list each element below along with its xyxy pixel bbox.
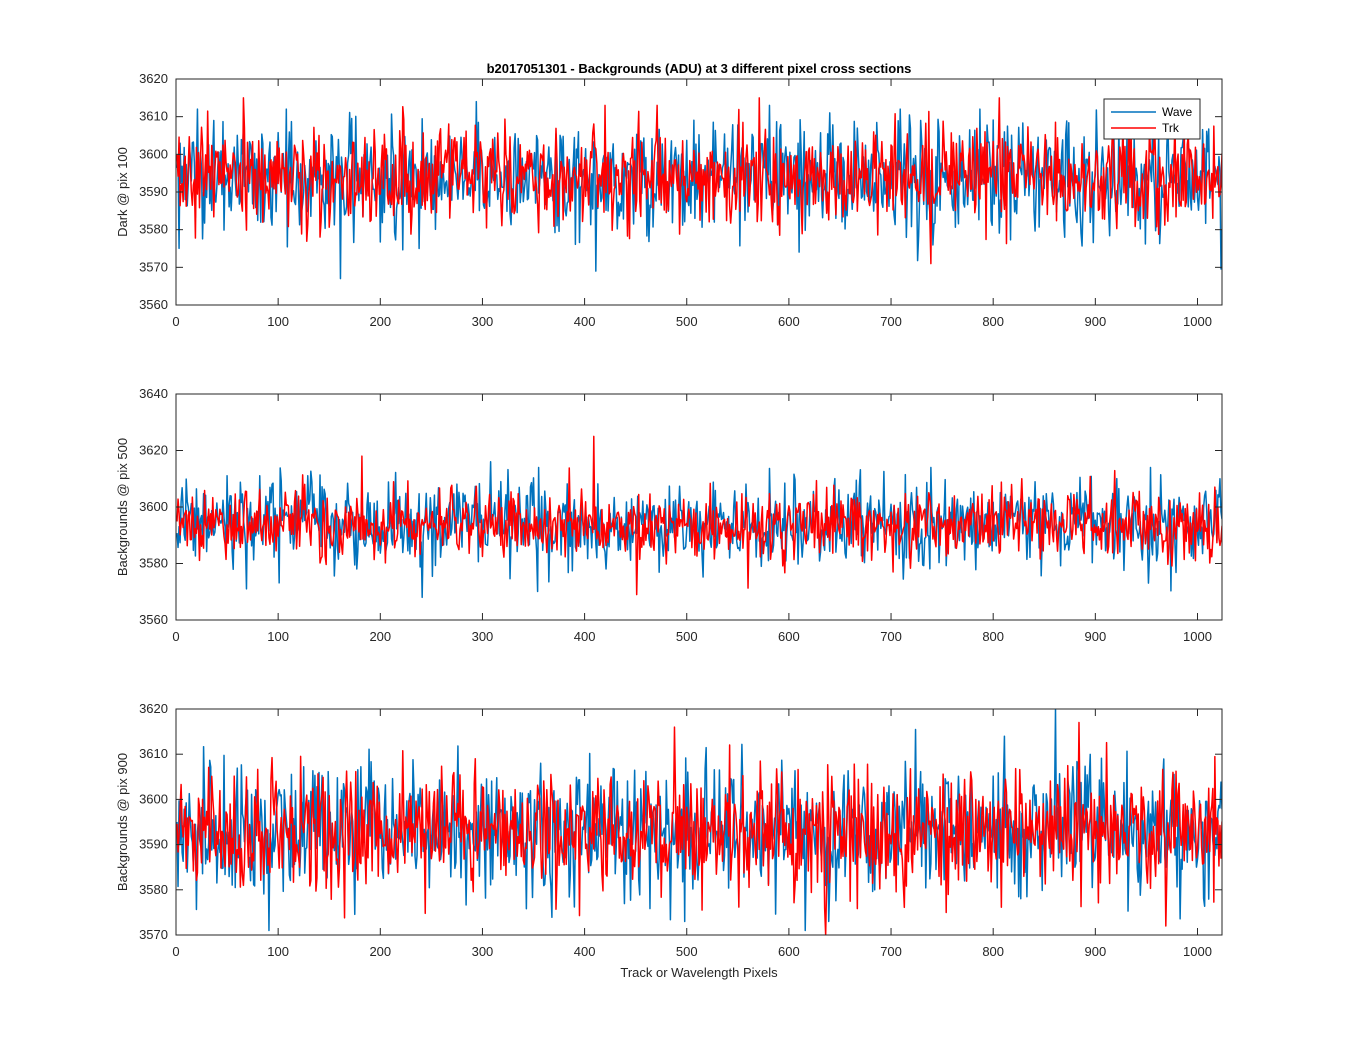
- chart-panel-2: 0 100 200 300 400 500 600 700 800 900 1000 3560 3580…: [115, 386, 1223, 644]
- x-tick-label: 0: [172, 629, 179, 644]
- x-tick-label: 100: [267, 629, 289, 644]
- x-tick-label: 400: [574, 629, 596, 644]
- x-tick-label: 600: [778, 944, 800, 959]
- legend-box: [1103, 98, 1201, 140]
- x-tick-label: 300: [472, 629, 494, 644]
- legend-label-wave: Wave: [1162, 105, 1193, 119]
- x-tick-label: 900: [1084, 944, 1106, 959]
- y-tick-label: 3560: [139, 297, 168, 312]
- x-tick-label: 500: [676, 944, 698, 959]
- x-tick-label: 600: [778, 629, 800, 644]
- y-axis-label: Backgrounds @ pix 900: [115, 753, 130, 891]
- x-tick-label: 800: [982, 944, 1004, 959]
- y-tick-label: 3620: [139, 71, 168, 86]
- y-axis-label: Dark @ pix 100: [115, 147, 130, 237]
- y-tick-label: 3570: [139, 927, 168, 942]
- series-line-trk: [176, 435, 1222, 596]
- y-tick-label: 3620: [139, 701, 168, 716]
- x-tick-label: 400: [574, 314, 596, 329]
- legend-label-trk: Trk: [1162, 121, 1180, 135]
- y-tick-label: 3560: [139, 612, 168, 627]
- x-tick-label: 1000: [1183, 629, 1212, 644]
- y-tick-label: 3590: [139, 184, 168, 199]
- x-tick-label: 500: [676, 629, 698, 644]
- figure-title: b2017051301 - Backgrounds (ADU) at 3 dif…: [487, 61, 912, 76]
- legend: Wave Trk: [1103, 98, 1201, 140]
- x-tick-label: 900: [1084, 314, 1106, 329]
- x-tick-label: 800: [982, 629, 1004, 644]
- x-tick-label: 200: [369, 944, 391, 959]
- x-tick-label: 200: [369, 314, 391, 329]
- x-tick-label: 800: [982, 314, 1004, 329]
- x-tick-label: 700: [880, 629, 902, 644]
- x-tick-label: 700: [880, 944, 902, 959]
- x-tick-label: 0: [172, 314, 179, 329]
- x-tick-label: 300: [472, 944, 494, 959]
- x-tick-label: 200: [369, 629, 391, 644]
- y-tick-label: 3600: [139, 146, 168, 161]
- y-tick-label: 3600: [139, 499, 168, 514]
- x-tick-label: 600: [778, 314, 800, 329]
- x-tick-label: 100: [267, 314, 289, 329]
- series-line-trk: [176, 721, 1222, 935]
- panels: 0 100 200 300 400 500 600 700 800 900 100035603570…: [115, 71, 1223, 959]
- series-line-wave: [176, 461, 1222, 599]
- x-tick-label: 1000: [1183, 314, 1212, 329]
- y-tick-label: 3590: [139, 837, 168, 852]
- y-tick-label: 3610: [139, 746, 168, 761]
- x-tick-label: 700: [880, 314, 902, 329]
- x-axis-label: Track or Wavelength Pixels: [620, 965, 778, 980]
- x-tick-label: 100: [267, 944, 289, 959]
- axes-box: [175, 708, 1223, 936]
- x-tick-label: 1000: [1183, 944, 1212, 959]
- y-tick-label: 3570: [139, 259, 168, 274]
- y-tick-label: 3580: [139, 882, 168, 897]
- chart-panel-1: 0 100 200 300 400 500 600 700 800 900 1000 3560 3570…: [115, 71, 1223, 329]
- x-tick-label: 400: [574, 944, 596, 959]
- chart-panel-3: 0 100 200 300 400 500 600 700 800 900 1000 3570 3580…: [115, 701, 1223, 959]
- series-line-trk: [176, 97, 1222, 265]
- y-axis-label: Backgrounds @ pix 500: [115, 438, 130, 576]
- x-tick-label: 500: [676, 314, 698, 329]
- x-tick-label: 0: [172, 944, 179, 959]
- y-tick-label: 3600: [139, 791, 168, 806]
- y-tick-label: 3640: [139, 386, 168, 401]
- x-tick-label: 300: [472, 314, 494, 329]
- y-tick-label: 3580: [139, 222, 168, 237]
- y-tick-label: 3620: [139, 443, 168, 458]
- x-tick-label: 900: [1084, 629, 1106, 644]
- y-tick-label: 3610: [139, 109, 168, 124]
- y-tick-label: 3580: [139, 556, 168, 571]
